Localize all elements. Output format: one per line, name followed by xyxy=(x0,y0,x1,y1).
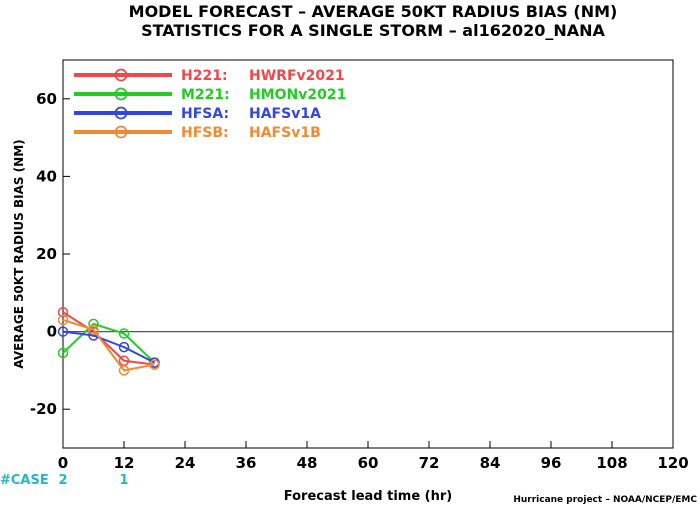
data-point xyxy=(149,359,160,370)
data-point xyxy=(118,365,130,376)
x-tick-label: 36 xyxy=(236,454,257,472)
data-point xyxy=(118,328,130,339)
y-tick-label: 60 xyxy=(36,90,57,108)
case-label: #CASE xyxy=(0,473,49,488)
legend-entry: HFSB: HAFSv1B xyxy=(74,125,321,141)
legend-marker xyxy=(114,106,128,120)
y-axis-label: AVERAGE 50KT RADIUS BIAS (NM) xyxy=(12,139,26,368)
x-tick-label: 84 xyxy=(480,454,501,472)
legend-model-code: M221: xyxy=(181,87,230,103)
legend-model-name: HAFSv1B xyxy=(249,125,321,141)
y-tick-label: 20 xyxy=(36,245,57,263)
y-tick-label: -20 xyxy=(30,400,57,418)
case-count: 2 xyxy=(58,473,67,488)
series-HAFSv1B xyxy=(57,314,160,376)
legend-marker xyxy=(114,68,128,82)
series-line xyxy=(62,311,155,366)
legend-model-code: HFSA: xyxy=(181,106,229,122)
legend-model-name: HAFSv1A xyxy=(249,106,321,122)
data-point xyxy=(57,326,69,337)
chart-title: MODEL FORECAST – AVERAGE 50KT RADIUS BIA… xyxy=(129,2,618,21)
legend-model-name: HMONv2021 xyxy=(249,87,346,103)
x-tick-label: 96 xyxy=(541,454,562,472)
case-count: 1 xyxy=(119,473,128,488)
x-tick-label: 72 xyxy=(419,454,440,472)
x-tick-label: 12 xyxy=(114,454,135,472)
x-axis: 0 12 24 36 48 60 72 84 96 108 120 xyxy=(58,441,689,472)
legend-entry: M221: HMONv2021 xyxy=(74,87,346,103)
legend-model-code: HFSB: xyxy=(181,125,229,141)
y-axis: -20 0 20 40 60 xyxy=(30,90,70,418)
series-HWRFv2021 xyxy=(57,306,160,370)
data-point xyxy=(88,318,99,330)
x-tick-label: 60 xyxy=(358,454,379,472)
data-point xyxy=(57,347,69,359)
series-line xyxy=(62,322,156,364)
plot-area xyxy=(62,59,674,449)
x-axis-label: Forecast lead time (hr) xyxy=(284,489,452,504)
y-tick-label: 40 xyxy=(36,167,57,185)
legend-entry: H221: HWRFv2021 xyxy=(74,68,345,84)
data-point xyxy=(118,341,130,353)
x-tick-label: 0 xyxy=(58,454,68,472)
series-line xyxy=(62,330,155,364)
legend-marker xyxy=(114,125,128,139)
x-tick-label: 108 xyxy=(596,454,627,472)
series-HMONv2021 xyxy=(57,318,160,368)
data-point xyxy=(57,306,69,318)
series-layer xyxy=(57,306,160,376)
legend-entry: HFSA: HAFSv1A xyxy=(74,106,321,122)
x-tick-label: 120 xyxy=(657,454,688,472)
data-point xyxy=(88,324,99,335)
legend-model-name: HWRFv2021 xyxy=(249,68,345,84)
data-point xyxy=(57,314,69,326)
x-tick-label: 48 xyxy=(297,454,318,472)
legend-marker xyxy=(114,87,128,101)
credit-text: Hurricane project – NOAA/NCEP/EMC xyxy=(513,495,697,505)
x-tick-label: 24 xyxy=(175,454,196,472)
series-line xyxy=(62,319,155,372)
series-HAFSv1A xyxy=(57,326,160,368)
legend-model-code: H221: xyxy=(181,68,228,84)
y-tick-label: 0 xyxy=(47,323,57,341)
legend: H221: HWRFv2021 M221: HMONv2021 HFSA: HAFSv1A… xyxy=(74,68,346,141)
chart-subtitle: STATISTICS FOR A SINGLE STORM – al162020… xyxy=(141,21,605,40)
